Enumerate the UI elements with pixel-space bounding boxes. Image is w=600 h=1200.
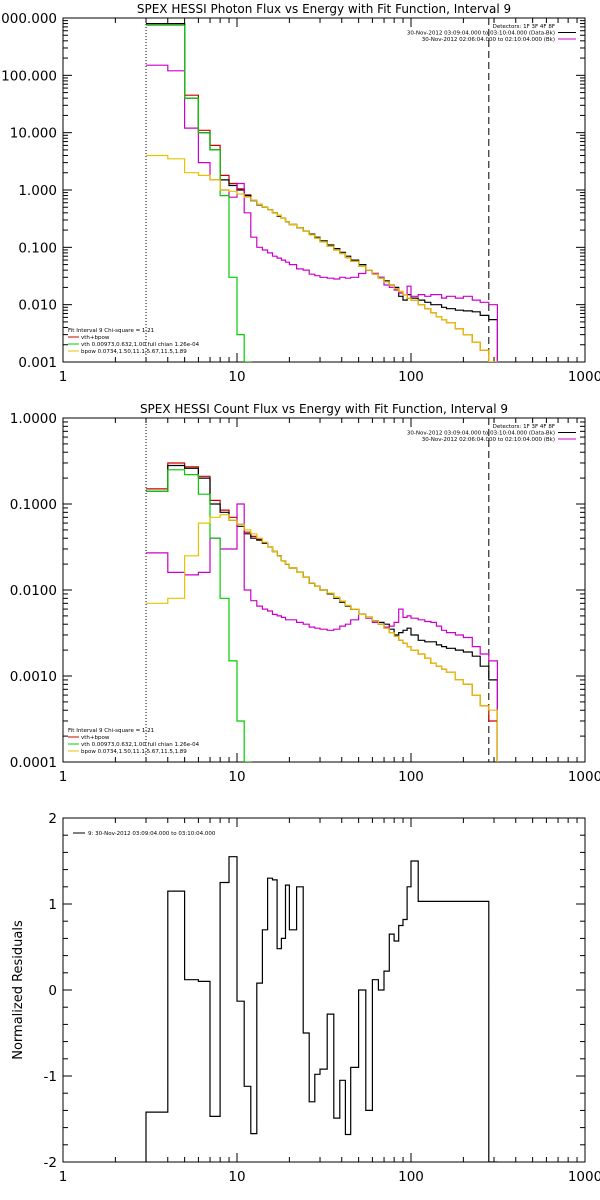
y-tick-label: 0.010 xyxy=(18,298,57,314)
x-tick-label: 10 xyxy=(228,1169,245,1185)
y-tick-label: -2 xyxy=(44,1155,57,1171)
legend-bottom-entry: vth+bpow xyxy=(81,335,110,341)
x-tick-label: 100 xyxy=(398,369,424,385)
series-data-bk xyxy=(146,23,498,362)
y-tick-label: 0.0010 xyxy=(10,669,57,685)
series-bpow xyxy=(146,514,498,762)
legend-bottom-entry: bpow 0.0734,1.50,11.1,5.67,11.5,1.89 xyxy=(81,349,187,355)
x-tick-label: 1000 xyxy=(568,1169,600,1185)
chart-title: SPEX HESSI Count Flux vs Energy with Fit… xyxy=(140,402,508,416)
legend-top-entry: Detectors: 1F 3F 4F 8F xyxy=(493,424,555,430)
y-tick-label: 0.0100 xyxy=(10,583,57,599)
plot-area xyxy=(145,856,498,1162)
legend-top-entry: 30-Nov-2012 03:09:04.000 to 03:10:04.000… xyxy=(407,31,555,37)
plot-frame xyxy=(62,17,586,363)
legend-bottom-entry: vth 0.00973,0.632,1.00 full chian 1.26e-… xyxy=(81,742,200,748)
y-tick-label: 0.100 xyxy=(18,240,57,256)
y-tick-label: 0.001 xyxy=(18,355,57,371)
x-tick-label: 1000 xyxy=(568,769,600,785)
series-vth xyxy=(146,469,252,762)
x-tick-label: 100 xyxy=(398,1169,424,1185)
series-data-bk xyxy=(146,464,498,762)
y-tick-label: 1000.000 xyxy=(0,11,57,27)
x-tick-label: 100 xyxy=(398,769,424,785)
series-bpow xyxy=(146,154,498,362)
legend-bottom-entry: Fit Interval 9 Chi-square = 1.21 xyxy=(68,728,154,734)
series-bk xyxy=(146,503,498,762)
y-tick-label: 0.1000 xyxy=(10,497,57,513)
chart-title: SPEX HESSI Photon Flux vs Energy with Fi… xyxy=(137,2,511,16)
series-vth xyxy=(146,24,252,362)
series-9-30-nov-2012-03-09-04-000-to-03-10-04-000 xyxy=(145,856,498,1162)
y-tick-label: 0 xyxy=(48,983,57,999)
y-tick-label: 2 xyxy=(48,811,57,827)
legend-bottom-entry: vth+bpow xyxy=(81,735,110,741)
series-bk xyxy=(146,64,498,362)
chart-panel-2: SPEX HESSI Count Flux vs Energy with Fit… xyxy=(10,402,600,785)
legend-top-entry: 30-Nov-2012 03:09:04.000 to 03:10:04.000… xyxy=(407,431,555,437)
legend-top-entry: Detectors: 1F 3F 4F 8F xyxy=(493,24,555,30)
chart-panel-1: SPEX HESSI Photon Flux vs Energy with Fi… xyxy=(0,2,600,385)
x-tick-label: 1 xyxy=(59,769,68,785)
y-tick-label: -1 xyxy=(44,1069,57,1085)
x-tick-label: 10 xyxy=(228,769,245,785)
series-vth-bpow xyxy=(146,462,498,762)
plot-area xyxy=(145,418,498,762)
y-tick-label: 1 xyxy=(48,897,57,913)
x-tick-label: 10 xyxy=(228,369,245,385)
legend-top-entry: 30-Nov-2012 02:06:04.000 to 02:10:04.000… xyxy=(422,37,555,43)
x-tick-label: 1000 xyxy=(568,369,600,385)
x-tick-label: 1 xyxy=(59,1169,68,1185)
plot-frame xyxy=(62,817,586,1163)
y-tick-label: 1.000 xyxy=(18,183,57,199)
plot-area xyxy=(145,18,498,362)
y-axis-label: Normalized Residuals xyxy=(11,920,26,1060)
legend-bottom-entry: bpow 0.0734,1.50,11.1,5.67,11.5,1.89 xyxy=(81,749,187,755)
legend-top-entry: 30-Nov-2012 02:06:04.000 to 02:10:04.000… xyxy=(422,437,555,443)
legend-entry: 9: 30-Nov-2012 03:09:04.000 to 03:10:04.… xyxy=(88,831,216,837)
chart-panel-3: 1 10 100 1000 -2 -1 0 1 2 Normalized Residuals 9: … xyxy=(11,811,600,1185)
y-tick-label: 100.000 xyxy=(1,68,57,84)
y-tick-label: 10.000 xyxy=(10,126,57,142)
series-vth-bpow xyxy=(146,23,498,362)
y-tick-label: 0.0001 xyxy=(10,755,57,771)
legend-bottom-entry: Fit Interval 9 Chi-square = 1.21 xyxy=(68,328,154,334)
legend-bottom-entry: vth 0.00973,0.632,1.00 full chian 1.26e-… xyxy=(81,342,200,348)
y-tick-label: 1.0000 xyxy=(10,411,57,427)
x-tick-label: 1 xyxy=(59,369,68,385)
